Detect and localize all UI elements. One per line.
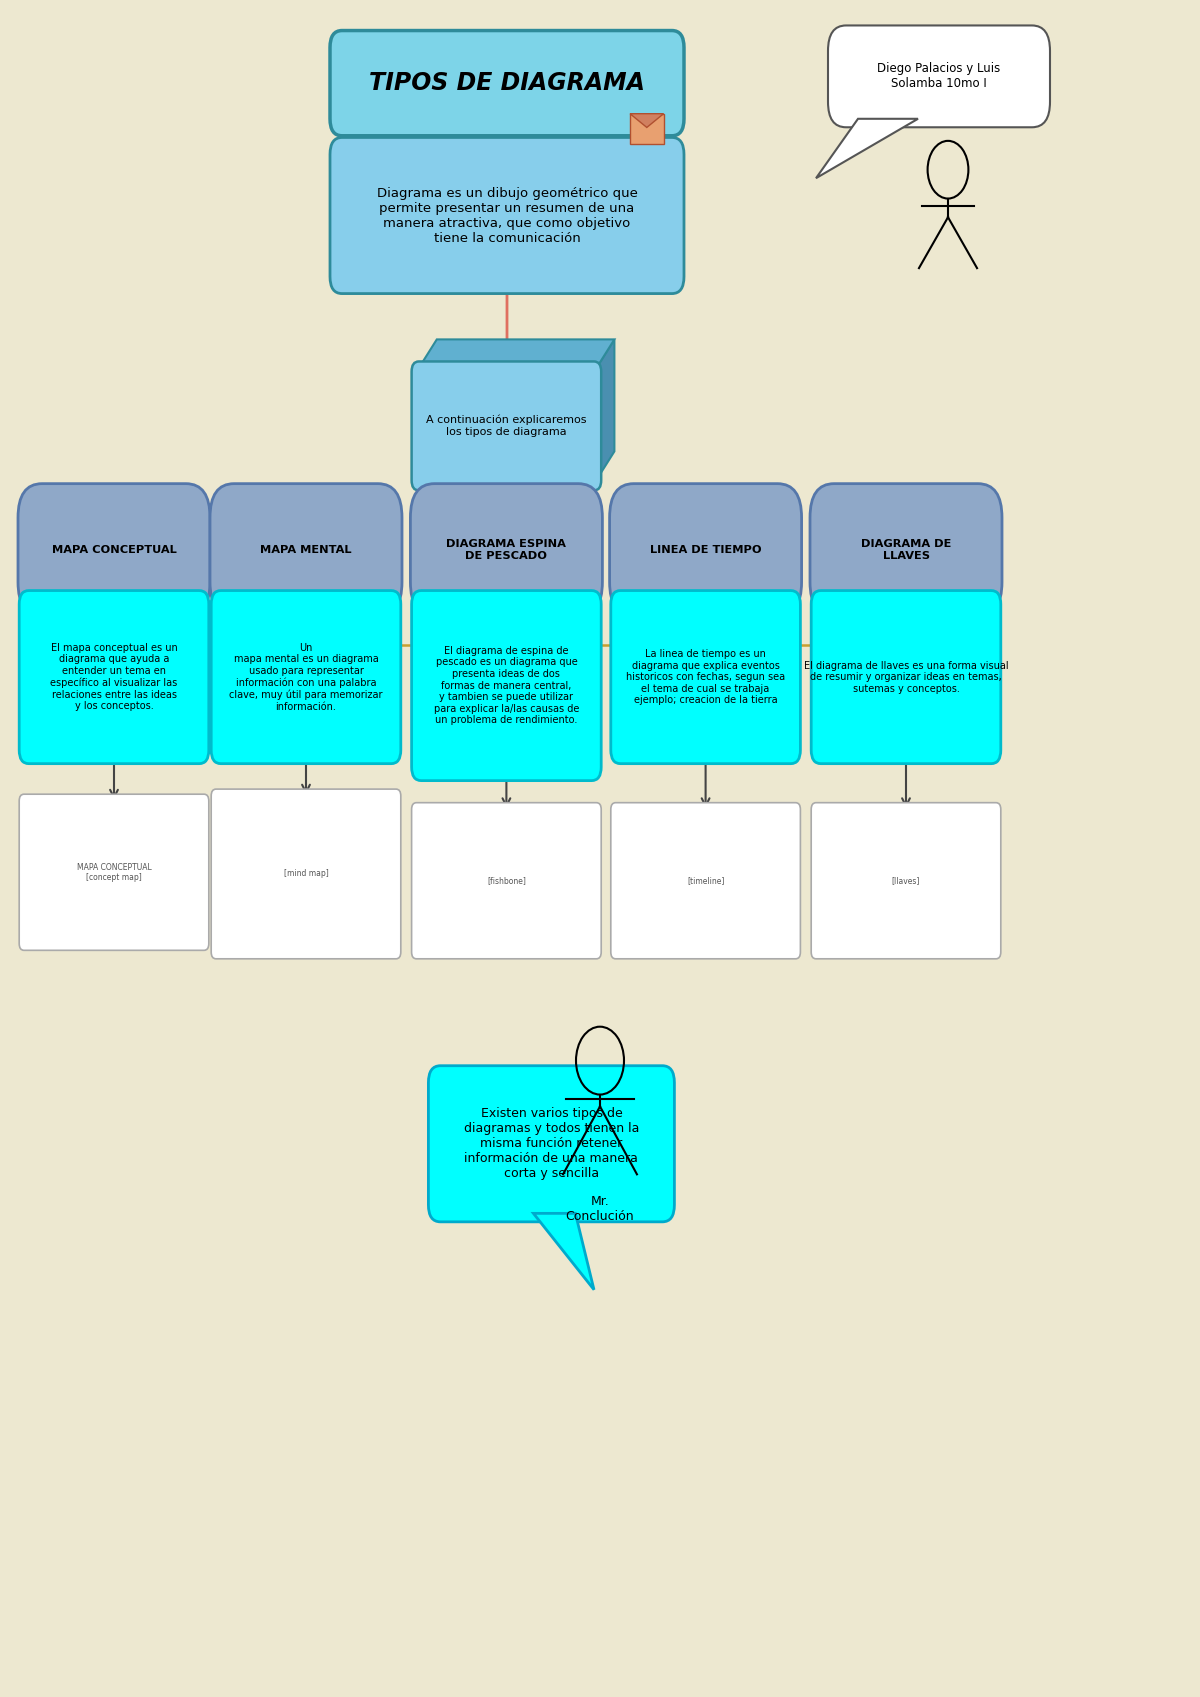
FancyBboxPatch shape xyxy=(428,1066,674,1222)
FancyBboxPatch shape xyxy=(410,484,602,616)
Text: Diagrama es un dibujo geométrico que
permite presentar un resumen de una
manera : Diagrama es un dibujo geométrico que per… xyxy=(377,187,637,244)
Text: A continuación explicaremos
los tipos de diagrama: A continuación explicaremos los tipos de… xyxy=(426,414,587,438)
FancyBboxPatch shape xyxy=(19,794,209,950)
FancyBboxPatch shape xyxy=(210,484,402,616)
Text: LINEA DE TIEMPO: LINEA DE TIEMPO xyxy=(649,545,762,555)
Text: Diego Palacios y Luis
Solamba 10mo I: Diego Palacios y Luis Solamba 10mo I xyxy=(877,63,1001,90)
Polygon shape xyxy=(418,339,614,370)
Polygon shape xyxy=(816,119,918,178)
Text: El diagrama de llaves es una forma visual
de resumir y organizar ideas en temas,: El diagrama de llaves es una forma visua… xyxy=(804,660,1008,694)
FancyBboxPatch shape xyxy=(18,484,210,616)
Text: [fishbone]: [fishbone] xyxy=(487,876,526,886)
FancyBboxPatch shape xyxy=(211,591,401,764)
FancyBboxPatch shape xyxy=(330,137,684,294)
FancyBboxPatch shape xyxy=(211,789,401,959)
FancyBboxPatch shape xyxy=(610,484,802,616)
Text: [timeline]: [timeline] xyxy=(686,876,725,886)
FancyBboxPatch shape xyxy=(811,803,1001,959)
FancyBboxPatch shape xyxy=(330,31,684,136)
Polygon shape xyxy=(595,339,614,482)
Text: [llaves]: [llaves] xyxy=(892,876,920,886)
Text: Un
mapa mental es un diagrama
usado para representar
información con una palabra: Un mapa mental es un diagrama usado para… xyxy=(229,643,383,711)
Polygon shape xyxy=(533,1213,594,1290)
Text: La linea de tiempo es un
diagrama que explica eventos
historicos con fechas, seg: La linea de tiempo es un diagrama que ex… xyxy=(626,648,785,706)
Text: El diagrama de espina de
pescado es un diagrama que
presenta ideas de dos
formas: El diagrama de espina de pescado es un d… xyxy=(433,647,580,725)
Polygon shape xyxy=(630,114,664,144)
FancyBboxPatch shape xyxy=(811,591,1001,764)
Text: DIAGRAMA ESPINA
DE PESCADO: DIAGRAMA ESPINA DE PESCADO xyxy=(446,540,566,560)
FancyBboxPatch shape xyxy=(412,591,601,781)
Polygon shape xyxy=(630,114,664,127)
FancyBboxPatch shape xyxy=(611,803,800,959)
Text: MAPA CONCEPTUAL
[concept map]: MAPA CONCEPTUAL [concept map] xyxy=(77,862,151,882)
FancyBboxPatch shape xyxy=(611,591,800,764)
Text: TIPOS DE DIAGRAMA: TIPOS DE DIAGRAMA xyxy=(370,71,644,95)
Text: [mind map]: [mind map] xyxy=(283,869,329,879)
FancyBboxPatch shape xyxy=(19,591,209,764)
FancyBboxPatch shape xyxy=(412,803,601,959)
FancyBboxPatch shape xyxy=(412,361,601,490)
Text: Mr.
Conclución: Mr. Conclución xyxy=(565,1195,635,1222)
Text: DIAGRAMA DE
LLAVES: DIAGRAMA DE LLAVES xyxy=(860,540,952,560)
Text: El mapa conceptual es un
diagrama que ayuda a
entender un tema en
específico al : El mapa conceptual es un diagrama que ay… xyxy=(50,643,178,711)
Text: Existen varios tipos de
diagramas y todos tienen la
misma función retener
inform: Existen varios tipos de diagramas y todo… xyxy=(463,1106,640,1181)
FancyBboxPatch shape xyxy=(828,25,1050,127)
FancyBboxPatch shape xyxy=(810,484,1002,616)
Text: MAPA CONCEPTUAL: MAPA CONCEPTUAL xyxy=(52,545,176,555)
Text: MAPA MENTAL: MAPA MENTAL xyxy=(260,545,352,555)
